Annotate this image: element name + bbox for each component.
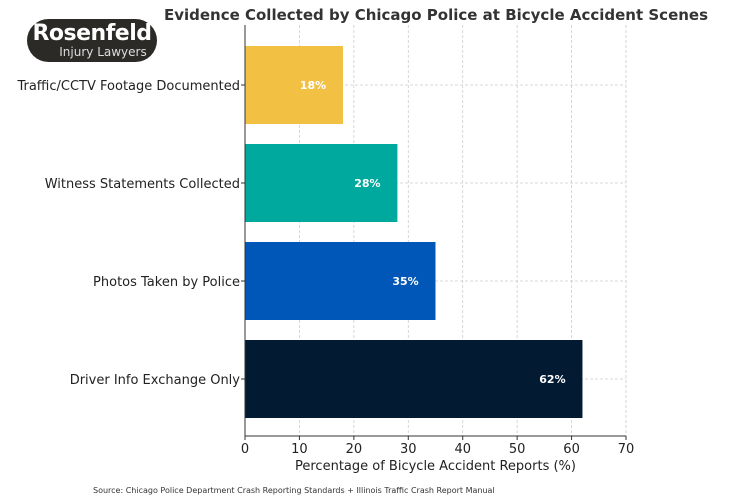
logo-line1: Rosenfeld xyxy=(32,21,152,46)
logo-line2: Injury Lawyers xyxy=(59,45,147,59)
x-tick-label: 40 xyxy=(454,442,471,457)
x-tick-label: 10 xyxy=(291,442,308,457)
x-tick-label: 30 xyxy=(400,442,417,457)
data-label: 62% xyxy=(539,373,565,386)
bar xyxy=(245,144,398,222)
y-tick-label: Traffic/CCTV Footage Documented xyxy=(16,79,240,94)
bar xyxy=(245,242,436,320)
bar xyxy=(245,46,343,124)
y-tick-label: Witness Statements Collected xyxy=(45,177,240,192)
data-label: 18% xyxy=(300,79,326,92)
x-tick-label: 60 xyxy=(563,442,580,457)
data-label: 28% xyxy=(354,177,380,190)
bar xyxy=(245,340,583,418)
y-tick-label: Driver Info Exchange Only xyxy=(70,373,241,388)
source-note: Source: Chicago Police Department Crash … xyxy=(93,486,495,495)
x-tick-label: 50 xyxy=(509,442,526,457)
chart-title: Evidence Collected by Chicago Police at … xyxy=(164,6,708,24)
x-tick-label: 0 xyxy=(241,442,249,457)
x-axis-label: Percentage of Bicycle Accident Reports (… xyxy=(295,459,576,474)
rosenfeld-logo: Rosenfeld Injury Lawyers xyxy=(27,19,157,62)
x-tick-label: 20 xyxy=(346,442,363,457)
y-tick-label: Photos Taken by Police xyxy=(93,275,240,290)
data-label: 35% xyxy=(392,275,418,288)
x-tick-label: 70 xyxy=(618,442,635,457)
